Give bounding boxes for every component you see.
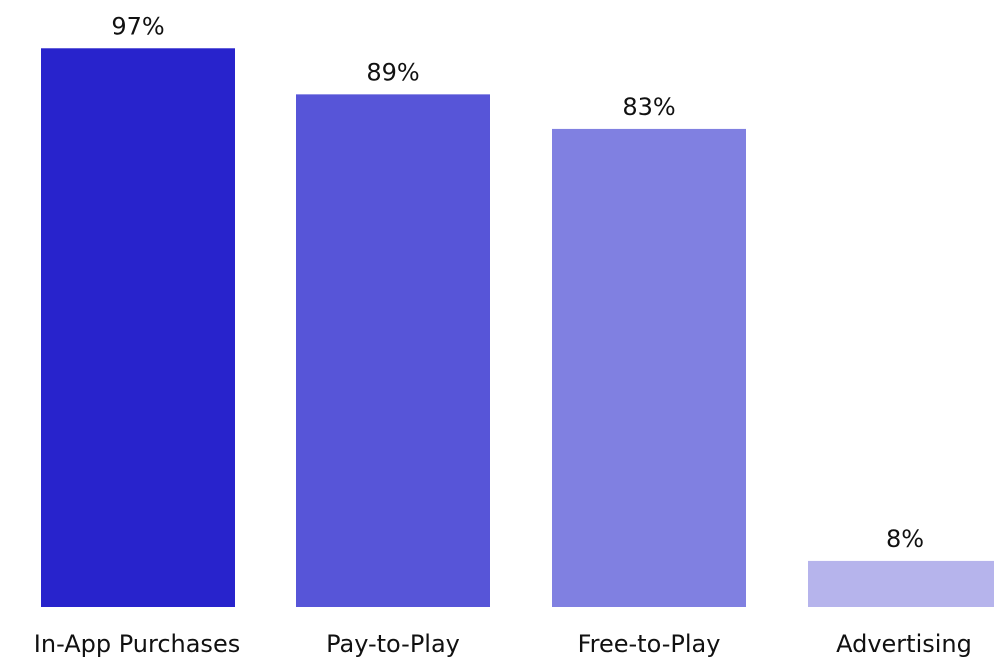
category-label: Advertising: [836, 630, 972, 658]
bars-group: [41, 48, 994, 608]
category-label: Free-to-Play: [578, 630, 721, 658]
bar-pay-to-play: [296, 94, 490, 608]
value-label: 8%: [886, 525, 924, 553]
bar-free-to-play: [552, 128, 746, 608]
value-label: 89%: [366, 58, 419, 86]
value-label: 83%: [622, 93, 675, 121]
category-labels-group: In-App Purchases Pay-to-Play Free-to-Play A…: [34, 630, 972, 658]
bar-advertising: [808, 560, 994, 607]
value-label: 97%: [111, 12, 164, 40]
value-labels-group: 97% 89% 83% 8%: [111, 12, 924, 553]
category-label: In-App Purchases: [34, 630, 240, 658]
category-label: Pay-to-Play: [326, 630, 460, 658]
bar-in-app-purchases: [41, 48, 235, 607]
